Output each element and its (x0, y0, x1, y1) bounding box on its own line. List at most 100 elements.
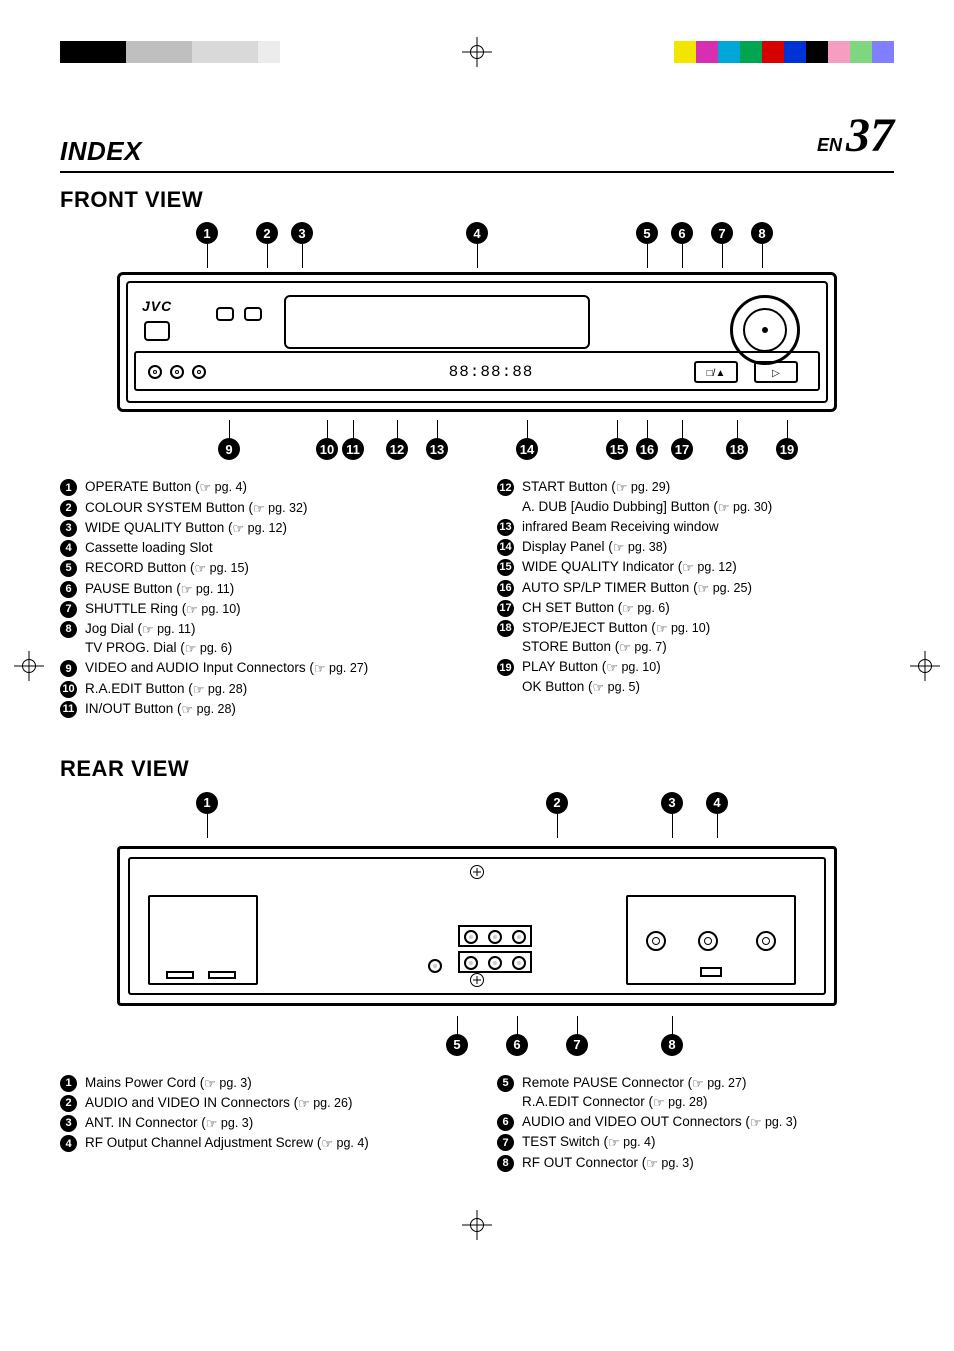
reg-swatch (148, 41, 170, 63)
callout-bubble: 7 (711, 222, 733, 244)
leader-line (577, 1016, 578, 1040)
ant-in-icon (646, 931, 666, 951)
legend-item: 3WIDE QUALITY Button (☞ pg. 12) (60, 519, 457, 537)
legend-item: 2 AUDIO and VIDEO IN Connectors (☞ pg. 26… (60, 1094, 457, 1112)
legend-text: RF OUT Connector (☞ pg. 3) (522, 1154, 894, 1172)
reg-swatch (236, 41, 258, 63)
legend-item: 5RECORD Button (☞ pg. 15) (60, 559, 457, 577)
callout-bubble: 1 (196, 222, 218, 244)
front-legend-right: 12START Button (☞ pg. 29)A. DUB [Audio D… (497, 476, 894, 720)
rca-jack-icon (488, 956, 502, 970)
reg-swatch (828, 41, 850, 63)
legend-text: Display Panel (☞ pg. 38) (522, 538, 894, 556)
front-callouts-top: 12345678 (117, 222, 837, 250)
leader-line (517, 1016, 518, 1040)
leader-line (672, 814, 673, 838)
leader-line (457, 1016, 458, 1040)
leader-line (737, 420, 738, 444)
rca-out-group-icon (458, 951, 532, 973)
legend-item: 6AUDIO and VIDEO OUT Connectors (☞ pg. 3… (497, 1113, 894, 1131)
rf-adj-screw-icon (698, 931, 718, 951)
display-panel: 88:88:88 (436, 361, 546, 383)
rca-in-group-icon (458, 925, 532, 947)
reg-swatches-right (674, 41, 894, 63)
cord-strain-icon (166, 971, 194, 979)
legend-bullet: 13 (497, 519, 514, 536)
page-header: INDEX EN 37 (60, 104, 894, 173)
legend-item: 8RF OUT Connector (☞ pg. 3) (497, 1154, 894, 1172)
rca-jack-icon (464, 956, 478, 970)
rear-legend-right: 5Remote PAUSE Connector (☞ pg. 27)R.A.ED… (497, 1072, 894, 1174)
reg-crosshair-center (466, 41, 488, 63)
rca-jack-icon (512, 930, 526, 944)
legend-bullet: 17 (497, 600, 514, 617)
callout-bubble: 2 (256, 222, 278, 244)
legend-bullet: 2 (60, 500, 77, 517)
front-legend: 1OPERATE Button (☞ pg. 4) 2COLOUR SYSTEM … (60, 476, 894, 720)
leader-line (647, 244, 648, 268)
legend-bullet: 18 (497, 620, 514, 637)
reg-swatches-left (60, 41, 280, 63)
legend-item: 14Display Panel (☞ pg. 38) (497, 538, 894, 556)
legend-text: ANT. IN Connector (☞ pg. 3) (85, 1114, 457, 1132)
reg-swatch (60, 41, 82, 63)
leader-line (647, 420, 648, 444)
legend-bullet: 7 (60, 601, 77, 618)
reg-swatch (104, 41, 126, 63)
legend-subitem: R.A.EDIT Connector (☞ pg. 28) (522, 1093, 894, 1111)
rear-view-heading: REAR VIEW (60, 754, 894, 784)
rear-callouts-bottom: 5678 (117, 1034, 837, 1062)
legend-item: 17CH SET Button (☞ pg. 6) (497, 599, 894, 617)
legend-text: R.A.EDIT Button (☞ pg. 28) (85, 680, 457, 698)
legend-bullet: 7 (497, 1134, 514, 1151)
legend-text: RECORD Button (☞ pg. 15) (85, 559, 457, 577)
callout-bubble: 4 (466, 222, 488, 244)
reg-swatch (696, 41, 718, 63)
legend-item: 11IN/OUT Button (☞ pg. 28) (60, 700, 457, 718)
reg-swatch (214, 41, 236, 63)
leader-line (477, 244, 478, 268)
legend-bullet: 8 (60, 621, 77, 638)
rear-diagram: 1234 (117, 792, 837, 1062)
index-title: INDEX (60, 134, 142, 169)
legend-bullet: 2 (60, 1095, 77, 1112)
legend-text: PAUSE Button (☞ pg. 11) (85, 580, 457, 598)
legend-item: 2COLOUR SYSTEM Button (☞ pg. 32) (60, 499, 457, 517)
screw-icon (470, 973, 484, 987)
brand-logo: JVC (142, 297, 172, 316)
legend-bullet: 1 (60, 1075, 77, 1092)
reg-swatch (674, 41, 696, 63)
operate-button-icon (144, 321, 170, 341)
legend-item: 19 PLAY Button (☞ pg. 10) (497, 658, 894, 676)
reg-swatch (740, 41, 762, 63)
legend-text: PLAY Button (☞ pg. 10) (522, 658, 894, 676)
leader-line (722, 244, 723, 268)
legend-text: AUDIO and VIDEO IN Connectors (☞ pg. 26) (85, 1094, 457, 1112)
legend-item: 7TEST Switch (☞ pg. 4) (497, 1133, 894, 1151)
cord-strain-icon (208, 971, 236, 979)
stop-eject-button-icon: □/▲ (694, 361, 738, 383)
callout-bubble: 1 (196, 792, 218, 814)
legend-bullet: 6 (497, 1114, 514, 1131)
legend-bullet: 4 (60, 540, 77, 557)
av-jack-icon (148, 365, 162, 379)
reg-swatch (806, 41, 828, 63)
leader-line (437, 420, 438, 444)
legend-item: 3ANT. IN Connector (☞ pg. 3) (60, 1114, 457, 1132)
reg-crosshair-left (18, 655, 40, 677)
legend-subitem: STORE Button (☞ pg. 7) (522, 638, 894, 656)
legend-bullet: 10 (60, 681, 77, 698)
legend-item: 1OPERATE Button (☞ pg. 4) (60, 478, 457, 496)
callout-bubble: 4 (706, 792, 728, 814)
reg-swatch (784, 41, 806, 63)
remote-pause-jack-icon (428, 959, 442, 973)
legend-bullet: 19 (497, 659, 514, 676)
front-legend-left: 1OPERATE Button (☞ pg. 4) 2COLOUR SYSTEM … (60, 476, 457, 720)
front-lower-panel: 88:88:88 □/▲ ▷ (134, 351, 820, 391)
reg-swatch (126, 41, 148, 63)
leader-line (672, 1016, 673, 1040)
device-front-outline: JVC 88:88:88 □/▲ ▷ (117, 272, 837, 412)
legend-text: Jog Dial (☞ pg. 11) (85, 620, 457, 638)
legend-text: AUTO SP/LP TIMER Button (☞ pg. 25) (522, 579, 894, 597)
legend-item: 13infrared Beam Receiving window (497, 518, 894, 536)
